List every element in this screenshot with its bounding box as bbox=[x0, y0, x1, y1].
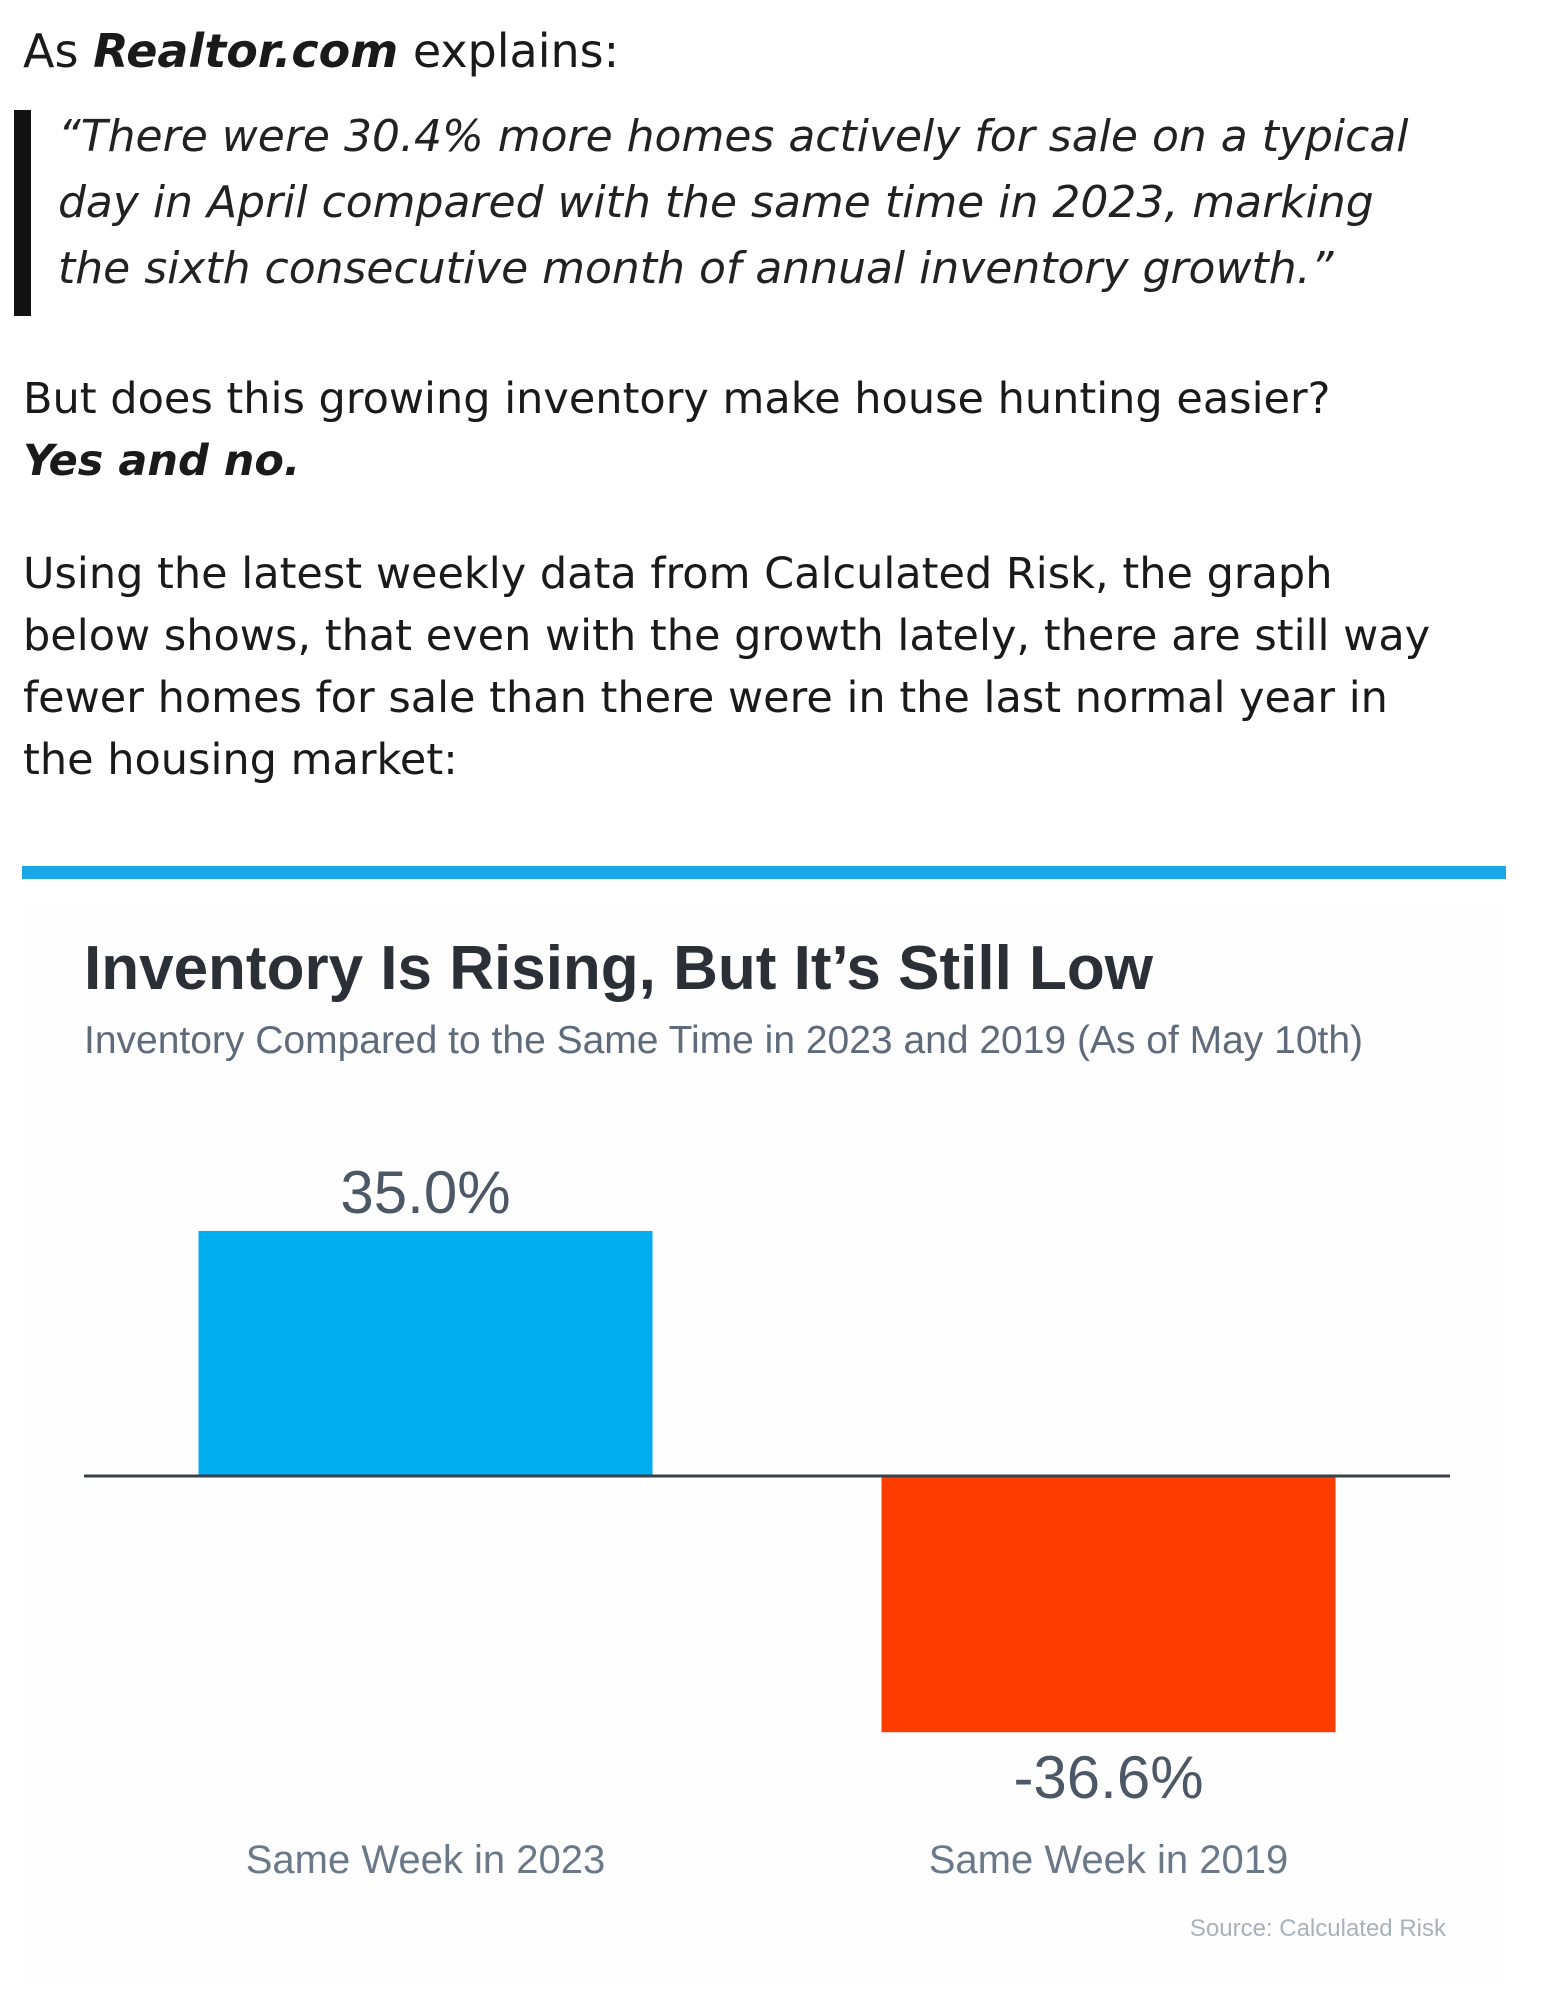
quote-bar bbox=[14, 110, 31, 316]
lead-suffix: explains: bbox=[398, 24, 620, 78]
paragraph-line: the housing market: bbox=[23, 735, 458, 785]
source-name: Realtor.com bbox=[93, 24, 399, 78]
data-label: -36.6% bbox=[1013, 1744, 1203, 1811]
lead-sentence: As Realtor.com explains: bbox=[23, 20, 619, 82]
quote-line: day in April compared with the same time… bbox=[58, 177, 1374, 228]
chart-subtitle: Inventory Compared to the Same Time in 2… bbox=[84, 1019, 1364, 1062]
paragraph-line: fewer homes for sale than there were in … bbox=[23, 673, 1388, 723]
lead-prefix: As bbox=[23, 24, 94, 78]
data-label: 35.0% bbox=[340, 1159, 510, 1226]
blockquote: “There were 30.4% more homes actively fo… bbox=[58, 104, 1528, 302]
answer-text: Yes and no. bbox=[23, 436, 301, 486]
bar-chart: 35.0% Same Week in 2023 -36.6% Same Week in… bbox=[84, 1159, 1450, 1882]
paragraph-line: below shows, that even with the growth l… bbox=[23, 611, 1431, 661]
category-label: Same Week in 2019 bbox=[929, 1838, 1288, 1882]
chart-source: Source: Calculated Risk bbox=[1189, 1915, 1446, 1942]
chart-card: Inventory Is Rising, But It’s Still Low … bbox=[22, 905, 1506, 1985]
paragraph-data: Using the latest weekly data from Calcul… bbox=[23, 543, 1523, 791]
quote-line: “There were 30.4% more homes actively fo… bbox=[58, 111, 1409, 162]
quote-line: the sixth consecutive month of annual in… bbox=[58, 243, 1334, 294]
question-text: But does this growing inventory make hou… bbox=[23, 374, 1331, 424]
category-label: Same Week in 2023 bbox=[246, 1838, 605, 1882]
bar bbox=[198, 1231, 653, 1476]
accent-rule bbox=[22, 866, 1506, 879]
chart-title: Inventory Is Rising, But It’s Still Low bbox=[84, 934, 1154, 1003]
paragraph-line: Using the latest weekly data from Calcul… bbox=[23, 549, 1333, 599]
bar bbox=[881, 1476, 1336, 1733]
paragraph-question: But does this growing inventory make hou… bbox=[23, 368, 1523, 492]
